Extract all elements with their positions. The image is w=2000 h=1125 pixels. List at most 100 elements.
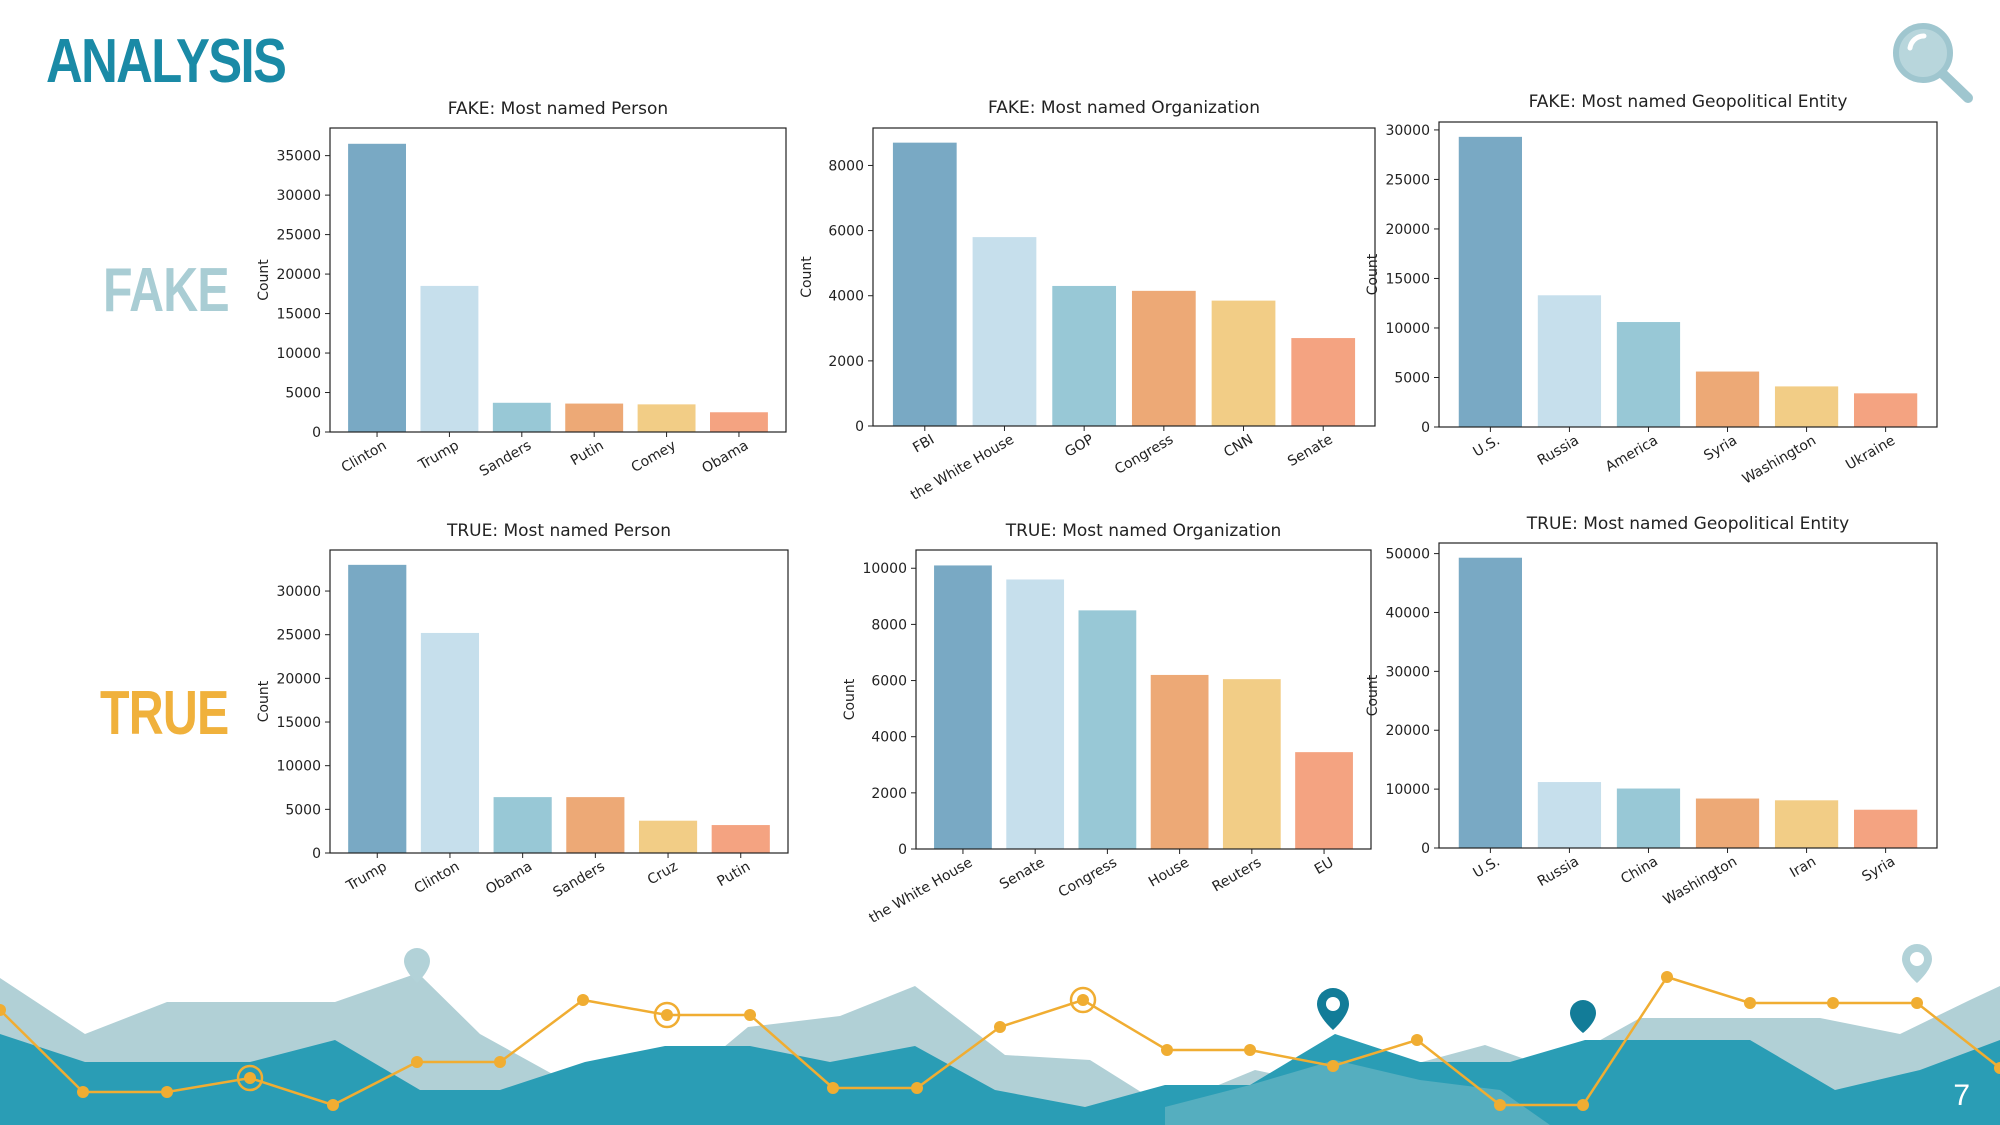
slide-title: ANALYSIS: [46, 27, 287, 96]
x-tick-label: Obama: [699, 438, 751, 477]
x-tick-label: Washington: [1661, 854, 1740, 909]
x-tick-label: FBI: [910, 432, 937, 457]
x-tick-label: China: [1618, 854, 1661, 888]
y-tick-label: 0: [312, 846, 321, 862]
y-tick-label: 4000: [871, 730, 907, 746]
chart-title: FAKE: Most named Geopolitical Entity: [1529, 92, 1848, 112]
footer-dot: [1911, 997, 1923, 1009]
bar: [1211, 300, 1276, 426]
bar-chart-3: FAKE: Most named Geopolitical Entity U.S.…: [1365, 92, 1938, 488]
x-tick-label: Russia: [1535, 433, 1582, 469]
y-tick-label: 25000: [1385, 172, 1430, 188]
true-row-label: TRUE: [100, 679, 229, 748]
y-tick-label: 2000: [871, 786, 907, 802]
footer-dot: [1994, 1062, 2000, 1074]
bar: [710, 412, 768, 432]
x-tick-label: America: [1603, 433, 1661, 476]
footer-dot: [1327, 1060, 1339, 1072]
chart-title: TRUE: Most named Person: [446, 521, 671, 541]
bar-chart-6: TRUE: Most named Geopolitical Entity U.S.…: [1365, 514, 1938, 909]
y-axis-label: Count: [842, 678, 858, 720]
bar: [1458, 557, 1522, 848]
x-tick-label: House: [1146, 855, 1192, 891]
y-axis-label: Count: [256, 259, 272, 301]
magnifier-icon: [1893, 23, 1973, 103]
footer-dot: [1577, 1099, 1589, 1111]
x-tick-label: Ukraine: [1843, 433, 1898, 474]
footer-dot: [577, 994, 589, 1006]
map-pin-icon: [1570, 1000, 1596, 1033]
footer-dot: [494, 1056, 506, 1068]
page-number: 7: [1953, 1079, 1970, 1112]
plot-frame: [1438, 121, 1938, 428]
x-tick-label: Comey: [629, 438, 679, 476]
footer-dot: [1827, 997, 1839, 1009]
bar: [1537, 295, 1602, 427]
x-tick-label: Clinton: [412, 859, 463, 898]
y-tick-label: 15000: [276, 307, 321, 323]
x-tick-label: Iran: [1787, 854, 1819, 882]
map-pin-icon: [404, 948, 430, 983]
map-pin-icon: [1902, 944, 1932, 983]
y-axis-label: Count: [256, 680, 272, 722]
bar-chart-1: FAKE: Most named Person Clinton Trump Sande…: [256, 99, 787, 480]
y-tick-label: 8000: [828, 158, 864, 174]
y-tick-label: 10000: [276, 759, 321, 775]
footer-dot: [1161, 1044, 1173, 1056]
footer-dot: [244, 1072, 256, 1084]
bar: [892, 142, 957, 426]
x-tick-label: the White House: [866, 855, 975, 927]
bar: [1854, 809, 1918, 848]
y-tick-label: 25000: [276, 628, 321, 644]
plot-frame: [329, 549, 789, 854]
y-tick-label: 0: [312, 425, 321, 441]
charts-panel: FAKE: Most named Person Clinton Trump Sande…: [256, 92, 1938, 927]
footer-dot: [161, 1086, 173, 1098]
y-tick-label: 4000: [828, 289, 864, 305]
x-tick-label: Obama: [483, 859, 535, 898]
x-tick-label: CNN: [1221, 432, 1256, 461]
bar: [1295, 752, 1353, 849]
y-tick-label: 30000: [276, 584, 321, 600]
y-tick-label: 30000: [1385, 664, 1430, 680]
footer-dot: [827, 1082, 839, 1094]
footer-dot: [1661, 971, 1673, 983]
bar: [638, 820, 698, 853]
y-tick-label: 6000: [871, 674, 907, 690]
y-tick-label: 20000: [276, 671, 321, 687]
x-tick-label: Senate: [1285, 432, 1335, 470]
y-axis-label: Count: [799, 256, 815, 298]
bar: [1222, 679, 1281, 849]
y-tick-label: 30000: [1385, 123, 1430, 139]
footer-dot: [994, 1021, 1006, 1033]
bar: [711, 825, 770, 853]
chart-title: FAKE: Most named Person: [448, 99, 668, 119]
y-tick-label: 15000: [276, 715, 321, 731]
bar: [1616, 788, 1681, 848]
bar: [934, 565, 992, 849]
x-tick-label: U.S.: [1470, 854, 1502, 882]
x-tick-label: Reuters: [1210, 855, 1265, 896]
bar: [1695, 798, 1760, 848]
plot-frame: [1438, 542, 1938, 849]
x-tick-label: Congress: [1112, 432, 1176, 478]
plot-frame: [915, 549, 1372, 850]
footer-dot: [1411, 1034, 1423, 1046]
x-tick-label: Congress: [1056, 855, 1120, 901]
y-tick-label: 5000: [1394, 370, 1430, 386]
x-tick-label: EU: [1312, 855, 1337, 878]
y-tick-label: 15000: [1385, 271, 1430, 287]
x-tick-label: U.S.: [1470, 433, 1502, 461]
y-tick-label: 6000: [828, 224, 864, 240]
footer-dot: [0, 1004, 6, 1016]
bar: [1537, 782, 1602, 848]
map-pin-icon: [1317, 988, 1349, 1030]
bar: [637, 404, 696, 432]
x-tick-label: Cruz: [645, 859, 681, 889]
bar: [972, 237, 1037, 426]
x-tick-label: Russia: [1535, 854, 1582, 890]
x-tick-label: Syria: [1859, 854, 1898, 886]
x-tick-label: Putin: [715, 859, 754, 891]
footer-dot: [77, 1086, 89, 1098]
